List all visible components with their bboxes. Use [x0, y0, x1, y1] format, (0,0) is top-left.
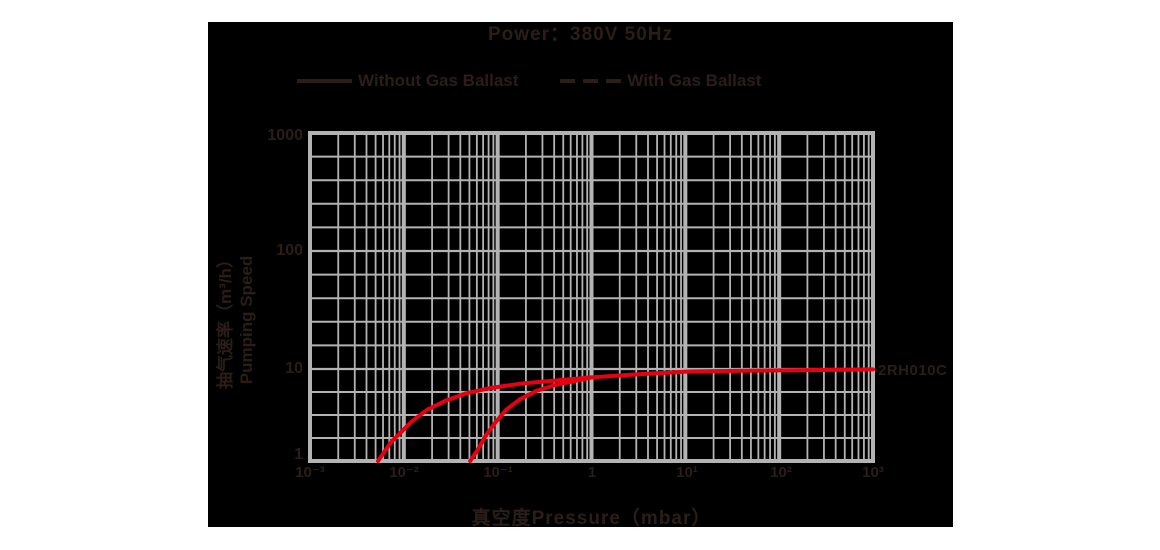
y-axis-title-english: Pumping Speed — [237, 255, 256, 385]
y-tick-10: 10 — [285, 360, 303, 377]
legend-label-with-gas-ballast: With Gas Ballast — [627, 71, 762, 90]
legend-dashed-line-sample — [560, 79, 622, 83]
chart-title: Power：380V 50Hz — [487, 24, 674, 45]
pump-model-label: 2RH010C — [878, 362, 948, 379]
x-tick-1e-3: 10⁻³ — [295, 464, 325, 481]
legend-label-without-gas-ballast: Without Gas Ballast — [358, 71, 519, 90]
y-axis-title-chinese: 抽气速率（m³/h） — [216, 251, 235, 389]
x-tick-1e1: 10¹ — [676, 464, 698, 481]
x-axis-title: 真空度Pressure（mbar） — [471, 508, 712, 529]
x-tick-1e-1: 10⁻¹ — [483, 464, 513, 481]
y-tick-100: 100 — [276, 242, 303, 259]
chart-panel-background — [208, 22, 953, 527]
x-tick-1e-2: 10⁻² — [389, 464, 419, 481]
x-tick-1: 1 — [587, 464, 597, 481]
y-tick-1000: 1000 — [267, 127, 303, 144]
x-tick-1e3: 10³ — [862, 464, 884, 481]
chart-legend: Without Gas Ballast With Gas Ballast — [297, 70, 761, 92]
y-axis-title: 抽气速率（m³/h） Pumping Speed — [215, 251, 257, 389]
y-tick-1: 1 — [294, 446, 303, 463]
legend-solid-line-sample — [297, 79, 352, 83]
x-tick-1e2: 10² — [770, 464, 792, 481]
